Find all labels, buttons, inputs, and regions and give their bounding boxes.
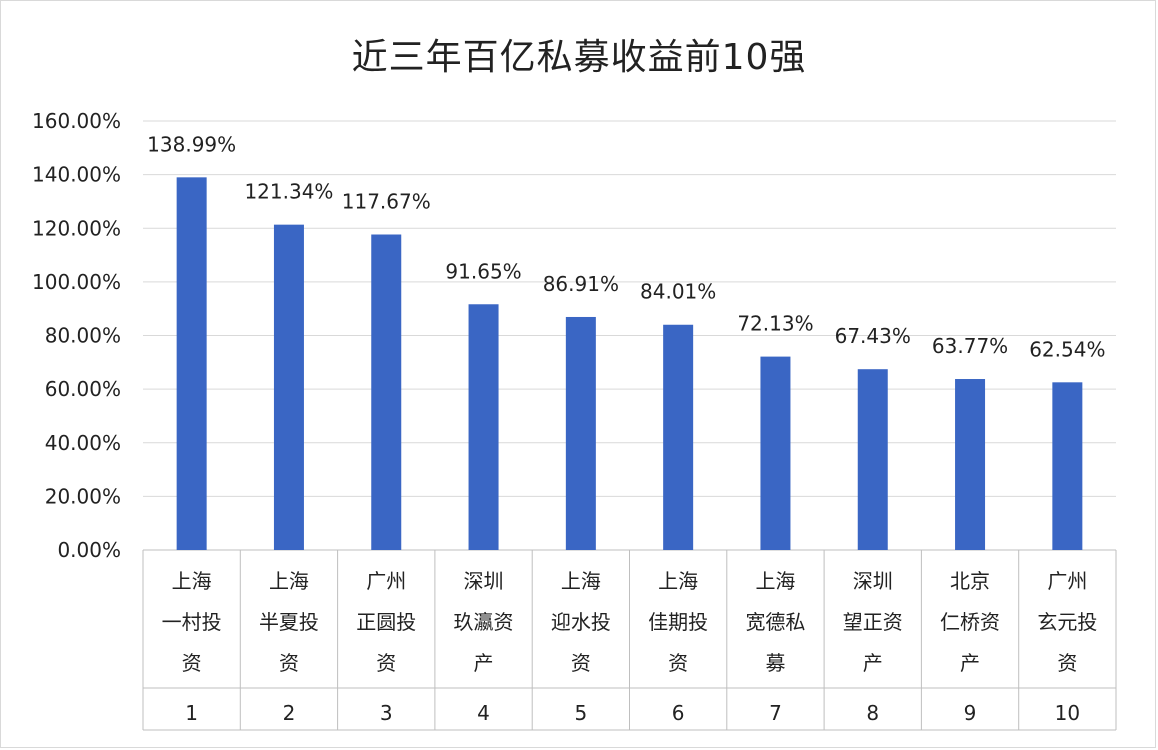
bar — [371, 234, 402, 550]
y-tick-label: 120.00% — [32, 216, 121, 240]
category-label: 玖瀛资 — [454, 610, 514, 634]
rank-label: 7 — [769, 701, 782, 725]
rank-label: 3 — [380, 701, 393, 725]
y-tick-label: 60.00% — [45, 377, 121, 401]
y-tick-label: 20.00% — [45, 484, 121, 508]
bar — [955, 379, 986, 550]
data-label: 117.67% — [342, 189, 431, 213]
rank-label: 9 — [964, 701, 977, 725]
category-label: 北京 — [950, 569, 990, 593]
bar — [1052, 382, 1083, 550]
category-label: 上海 — [269, 569, 309, 593]
category-label: 上海 — [561, 569, 601, 593]
rank-label: 10 — [1055, 701, 1080, 725]
category-label: 上海 — [658, 569, 698, 593]
category-label: 一村投 — [162, 610, 222, 634]
category-label: 资 — [668, 651, 688, 675]
y-tick-label: 0.00% — [57, 538, 121, 562]
rank-label: 4 — [477, 701, 490, 725]
category-label: 资 — [376, 651, 396, 675]
category-label: 仁桥资 — [940, 610, 1000, 634]
category-label: 深圳 — [853, 569, 893, 593]
bar — [663, 324, 694, 550]
data-label: 91.65% — [445, 259, 521, 283]
data-label: 121.34% — [244, 180, 333, 204]
category-label: 资 — [571, 651, 591, 675]
y-tick-label: 40.00% — [45, 431, 121, 455]
category-label: 宽德私 — [745, 610, 805, 634]
data-label: 62.54% — [1029, 337, 1105, 361]
category-label: 迎水投 — [551, 610, 611, 634]
rank-label: 2 — [283, 701, 296, 725]
category-label: 资 — [182, 651, 202, 675]
data-label: 67.43% — [835, 324, 911, 348]
bar — [273, 224, 304, 551]
bar — [176, 177, 207, 550]
category-label: 募 — [765, 651, 785, 675]
category-label: 半夏投 — [259, 610, 319, 634]
category-label: 佳期投 — [648, 610, 708, 634]
category-label: 产 — [474, 651, 494, 675]
category-label: 广州 — [366, 569, 406, 593]
y-tick-label: 80.00% — [45, 324, 121, 348]
category-label: 资 — [279, 651, 299, 675]
bar — [760, 356, 791, 550]
y-tick-label: 160.00% — [32, 109, 121, 133]
category-label: 广州 — [1047, 569, 1087, 593]
category-label: 资 — [1057, 651, 1077, 675]
data-label: 72.13% — [737, 312, 813, 336]
data-label: 86.91% — [543, 272, 619, 296]
category-label: 望正资 — [843, 610, 903, 634]
bar — [857, 369, 888, 550]
category-label: 上海 — [172, 569, 212, 593]
y-tick-label: 140.00% — [32, 163, 121, 187]
category-label: 正圆投 — [356, 610, 416, 634]
data-label: 138.99% — [147, 132, 236, 156]
data-label: 63.77% — [932, 334, 1008, 358]
rank-label: 5 — [574, 701, 587, 725]
rank-label: 6 — [672, 701, 685, 725]
data-label: 84.01% — [640, 280, 716, 304]
category-label: 产 — [960, 651, 980, 675]
category-label: 玄元投 — [1037, 610, 1097, 634]
bar — [468, 304, 499, 550]
bar — [565, 316, 596, 550]
y-tick-label: 100.00% — [32, 270, 121, 294]
category-label: 深圳 — [464, 569, 504, 593]
rank-label: 8 — [866, 701, 879, 725]
rank-label: 1 — [185, 701, 198, 725]
chart-title: 近三年百亿私募收益前10强 — [351, 37, 807, 78]
category-label: 上海 — [755, 569, 795, 593]
category-label: 产 — [863, 651, 883, 675]
